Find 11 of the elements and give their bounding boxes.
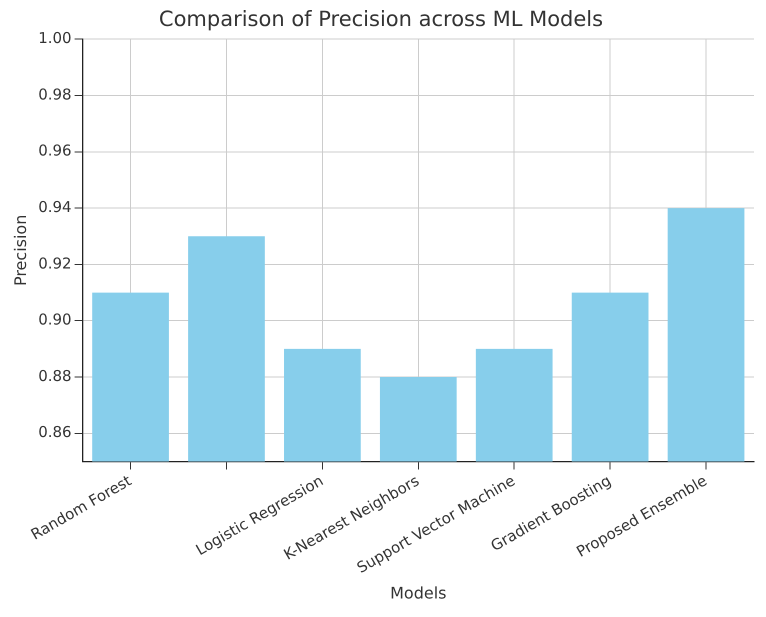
y-tick-label: 0.88 (38, 366, 72, 385)
x-axis-title: Models (390, 584, 446, 603)
y-tick-label: 0.92 (38, 254, 72, 272)
y-tick-label: 0.98 (38, 85, 72, 104)
y-tick-label: 0.96 (38, 142, 72, 160)
y-tick-label: 1.00 (38, 29, 72, 48)
y-tick-label: 0.94 (38, 198, 72, 216)
y-axis-title: Precision (10, 214, 30, 286)
y-tick-label: 0.86 (38, 423, 72, 442)
chart-title: Comparison of Precision across ML Models (158, 7, 604, 32)
y-tick-label: 0.90 (38, 310, 72, 329)
